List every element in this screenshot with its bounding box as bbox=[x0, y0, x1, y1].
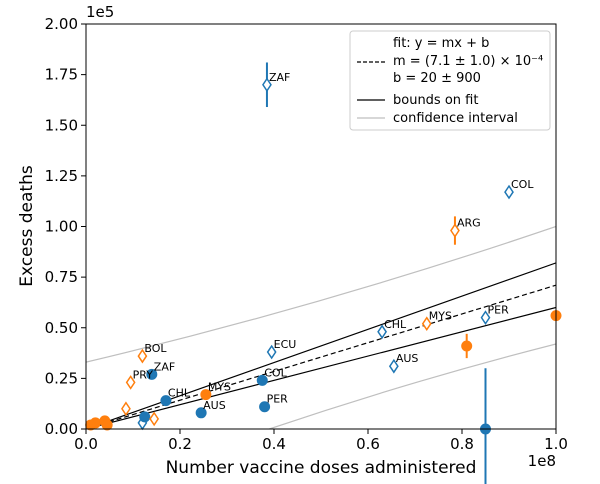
circle-point bbox=[139, 411, 151, 423]
diamond-point bbox=[121, 401, 131, 417]
y-axis-label: Excess deaths bbox=[17, 165, 37, 287]
legend-intercept: b = 20 ± 900 bbox=[393, 71, 481, 86]
y-tick-label: 0.00 bbox=[45, 420, 78, 438]
diamond-point bbox=[137, 348, 148, 364]
point-labels-layer: ZAF COL CHL PER ECU AUS ZAF CHL COL AUS PER ARG MYS B… bbox=[133, 71, 535, 412]
diamond-point bbox=[377, 324, 388, 340]
x-tick-label: 0.2 bbox=[168, 435, 192, 453]
x-tick-label: 0.0 bbox=[74, 435, 98, 453]
legend-slope: m = (7.1 ± 1.0) × 10⁻⁴ bbox=[393, 54, 543, 69]
circle-point bbox=[200, 389, 212, 401]
confidence-interval-layer bbox=[86, 225, 556, 429]
x-offset-label: 1e8 bbox=[528, 452, 556, 470]
lower-bound-line bbox=[86, 306, 556, 429]
point-label: ZAF bbox=[269, 71, 290, 84]
y-tick-label: 1.50 bbox=[45, 116, 78, 134]
point-label: AUS bbox=[203, 399, 226, 412]
x-tick-label: 1.0 bbox=[544, 435, 568, 453]
diamond-point bbox=[504, 184, 514, 200]
point-label: CHL bbox=[168, 387, 191, 400]
legend-fit-equation: fit: y = mx + b bbox=[393, 36, 489, 51]
point-label: COL bbox=[511, 178, 534, 191]
point-label: ZAF bbox=[154, 360, 175, 373]
y-tick-label: 0.75 bbox=[45, 268, 78, 286]
y-offset-label: 1e5 bbox=[86, 3, 114, 21]
diamond-point bbox=[149, 411, 160, 427]
diamond-point bbox=[421, 316, 432, 332]
point-label: BOL bbox=[144, 342, 167, 355]
diamond-point bbox=[450, 223, 460, 238]
point-label: PER bbox=[488, 304, 510, 317]
point-label: MYS bbox=[208, 381, 231, 394]
legend-confidence-interval: confidence interval bbox=[393, 111, 518, 126]
point-label: ECU bbox=[274, 338, 297, 351]
y-tick-label: 1.00 bbox=[45, 218, 78, 236]
point-label: PER bbox=[267, 393, 289, 406]
x-tick-label: 0.8 bbox=[450, 435, 474, 453]
x-axis-ticks: 0.0 0.2 0.4 0.6 0.8 1.0 bbox=[74, 429, 568, 453]
circle-point bbox=[195, 407, 207, 419]
ci-lower-curve bbox=[269, 343, 556, 429]
point-label: PRY bbox=[133, 368, 154, 381]
circle-point bbox=[259, 401, 271, 413]
x-axis-label: Number vaccine doses administered bbox=[166, 458, 477, 478]
point-label: AUS bbox=[396, 352, 419, 365]
diamond-point bbox=[388, 358, 399, 374]
circle-point bbox=[85, 419, 97, 431]
legend-frame bbox=[349, 30, 551, 131]
y-tick-label: 1.75 bbox=[45, 66, 78, 84]
x-tick-label: 0.6 bbox=[356, 435, 380, 453]
data-points-layer bbox=[85, 62, 562, 484]
x-tick-label: 0.4 bbox=[262, 435, 286, 453]
diamond-point bbox=[266, 344, 277, 360]
y-tick-label: 0.50 bbox=[45, 319, 78, 337]
y-tick-label: 0.25 bbox=[45, 369, 78, 387]
diamond-point bbox=[125, 375, 136, 390]
point-label: ARG bbox=[457, 217, 481, 230]
ci-upper-curve bbox=[86, 225, 556, 363]
circle-point bbox=[146, 368, 158, 380]
diamond-point bbox=[262, 77, 272, 93]
point-label: COL bbox=[264, 366, 287, 379]
circle-point bbox=[461, 340, 473, 352]
diamond-point bbox=[480, 310, 491, 325]
y-tick-label: 1.25 bbox=[45, 167, 78, 185]
legend: fit: y = mx + b m = (7.1 ± 1.0) × 10⁻⁴ b… bbox=[349, 30, 551, 131]
y-axis-ticks: 0.00 0.25 0.50 0.75 1.00 1.25 1.50 1.75 2.00 bbox=[45, 15, 86, 438]
circle-point bbox=[101, 419, 113, 431]
circle-point bbox=[160, 395, 172, 407]
point-label: CHL bbox=[384, 318, 407, 331]
y-tick-label: 2.00 bbox=[45, 15, 78, 33]
circle-point bbox=[256, 374, 268, 386]
legend-bounds: bounds on fit bbox=[393, 93, 478, 108]
point-label: MYS bbox=[429, 310, 452, 323]
